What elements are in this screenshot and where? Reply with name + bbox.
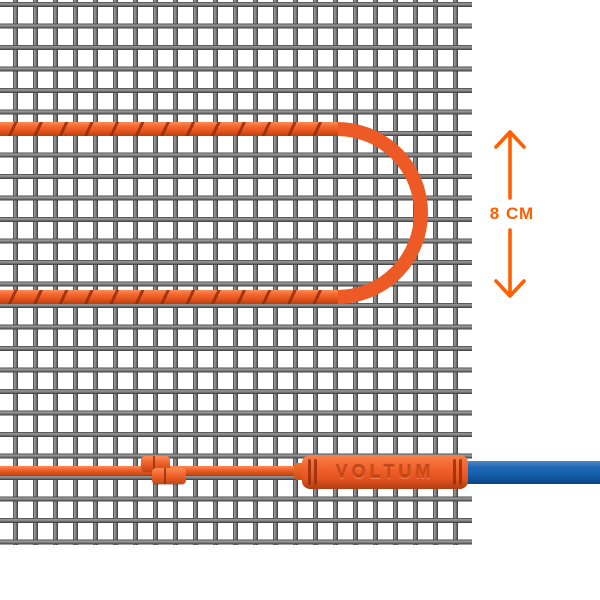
connector-rib-icon <box>459 459 462 485</box>
power-cord-blue <box>458 461 600 484</box>
cable-splice-sleeve-lower <box>152 468 186 484</box>
brand-label: VOLTUM <box>335 462 435 482</box>
heating-cable-bottom-run <box>0 290 338 304</box>
heating-cable-top-run <box>0 122 338 136</box>
connector-rib-icon <box>314 459 317 485</box>
spacing-label: 8 СМ <box>489 204 535 223</box>
power-connector: VOLTUM <box>302 455 468 489</box>
cable-splice-sleeve-upper <box>141 456 170 471</box>
connector-rib-icon <box>308 459 311 485</box>
heating-cable-loop <box>0 122 428 304</box>
connector-rib-icon <box>453 459 456 485</box>
spacing-arrow-icon <box>494 130 526 298</box>
